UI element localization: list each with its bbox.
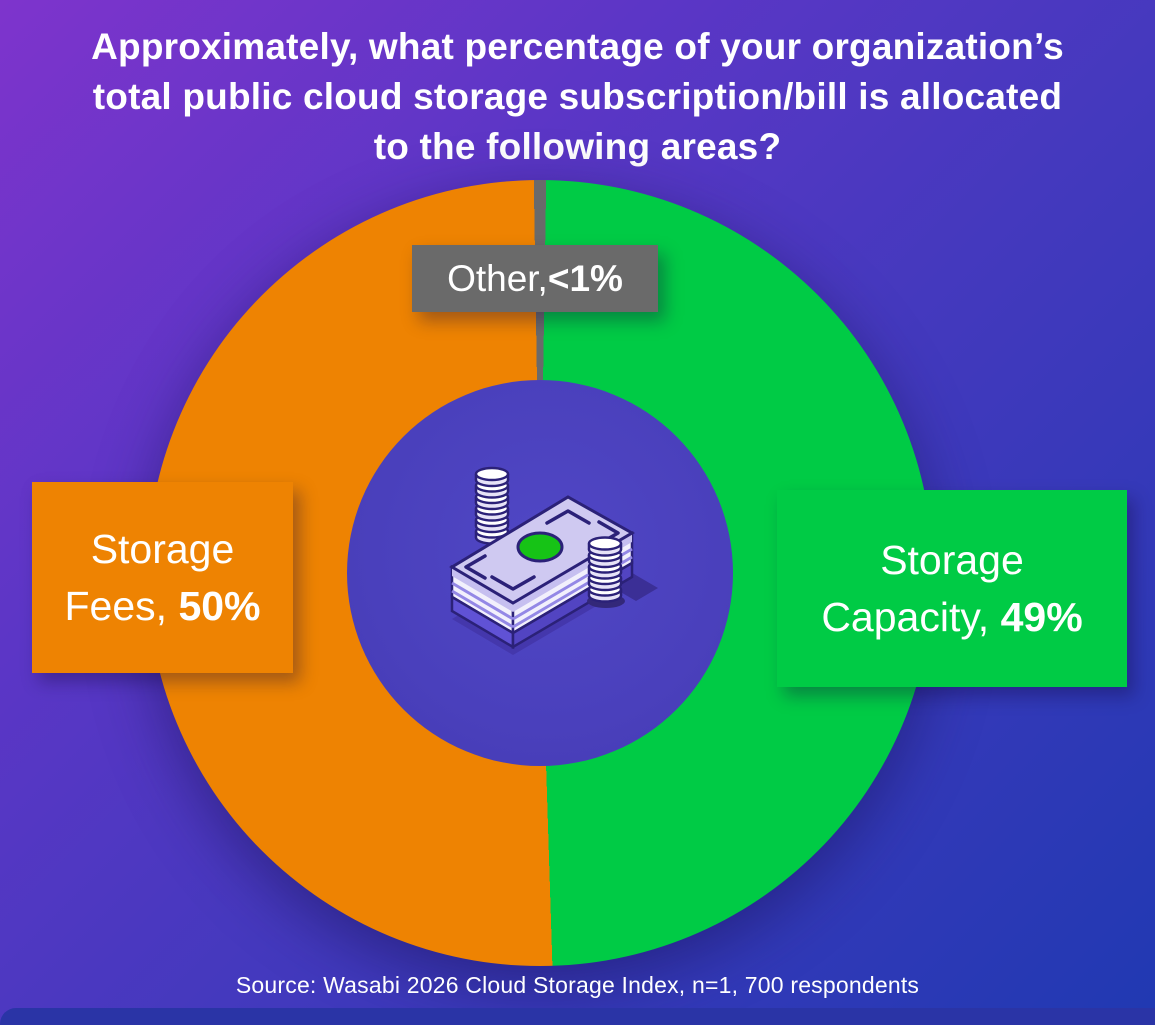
money-stack-with-coins-icon [449,466,658,655]
callout-other-value: <1% [547,257,623,299]
bottom-strip [0,1008,1155,1025]
callout-fees-line-1: Storage [90,525,235,572]
chart-title-line-3: to the following areas? [373,126,782,167]
coin-stack-right [587,536,623,603]
callout-storage-fees: Storage Fees, 50% [32,482,293,673]
coin-stack-left [474,466,510,545]
chart-title: Approximately, what percentage of your o… [0,0,1155,172]
chart-title-line-1: Approximately, what percentage of your o… [91,26,1064,67]
callout-capacity-label: Capacity, [821,593,1001,640]
callout-fees-label: Fees, [64,582,179,629]
callout-capacity-line-2: Capacity, 49% [821,589,1082,646]
chart-title-line-2: total public cloud storage subscription/… [92,76,1063,117]
callout-storage-capacity: Storage Capacity, 49% [777,490,1127,687]
callout-fees-value: 50% [178,582,261,629]
callout-capacity-value: 49% [1000,593,1083,640]
callout-other: Other, <1% [412,245,658,312]
callout-other-label: Other, [447,257,548,299]
source-note: Source: Wasabi 2026 Cloud Storage Index,… [235,972,920,998]
callout-capacity-line-1: Storage [880,536,1024,583]
callout-fees-line-2: Fees, 50% [65,578,261,635]
